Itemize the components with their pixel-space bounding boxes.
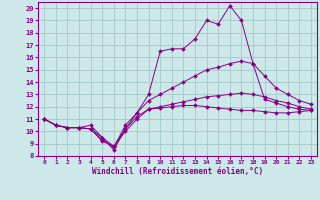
X-axis label: Windchill (Refroidissement éolien,°C): Windchill (Refroidissement éolien,°C): [92, 167, 263, 176]
